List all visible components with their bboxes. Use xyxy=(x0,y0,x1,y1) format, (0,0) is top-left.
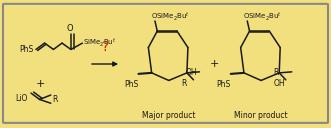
Text: R: R xyxy=(273,68,279,77)
Text: OSiMe$_2$Bu$^t$: OSiMe$_2$Bu$^t$ xyxy=(151,11,190,23)
Text: PhS: PhS xyxy=(124,80,138,89)
Text: R: R xyxy=(181,79,186,88)
Text: OH: OH xyxy=(185,68,197,77)
Text: OSiMe$_2$Bu$^t$: OSiMe$_2$Bu$^t$ xyxy=(243,11,282,23)
Text: SiMe$_2$Bu$^t$: SiMe$_2$Bu$^t$ xyxy=(83,36,117,49)
Text: OH: OH xyxy=(273,79,285,88)
Text: Minor product: Minor product xyxy=(234,111,288,120)
Text: LiO: LiO xyxy=(16,94,28,103)
Text: Major product: Major product xyxy=(142,111,196,120)
Text: R: R xyxy=(52,95,57,104)
Text: ?: ? xyxy=(102,40,109,54)
Text: +: + xyxy=(210,59,219,69)
FancyBboxPatch shape xyxy=(3,4,328,123)
Text: PhS: PhS xyxy=(216,80,230,89)
Text: +: + xyxy=(35,79,45,89)
Text: O: O xyxy=(67,24,73,33)
Text: PhS: PhS xyxy=(19,45,33,54)
